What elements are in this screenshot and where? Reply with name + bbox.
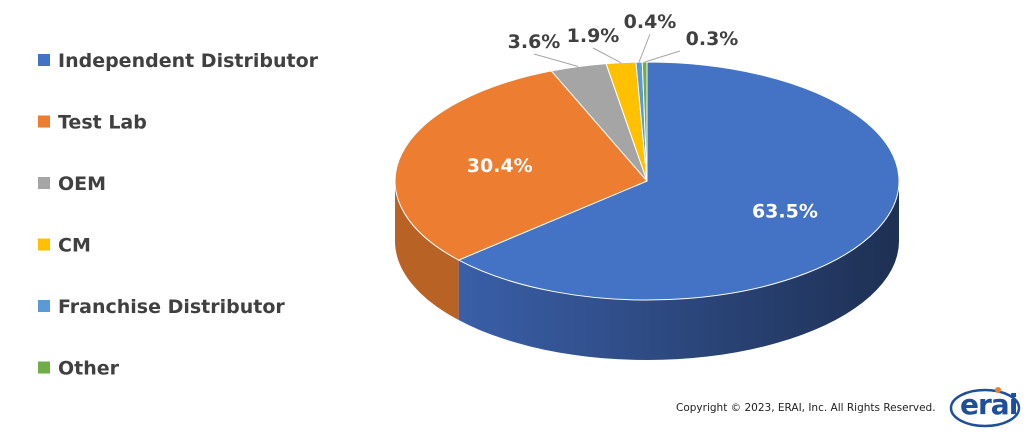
pie-slice [394,70,648,261]
legend-marker [38,238,50,251]
legend-label: Franchise Distributor [58,296,285,318]
leader-lines [533,33,681,67]
data-label: 0.3% [686,28,739,50]
legend-marker [38,300,50,312]
legend-label: CM [58,235,91,257]
pie-slice [641,61,648,182]
data-label: 30.4% [467,155,533,177]
legend: Independent Distributor Test Lab OEM CM Fran… [38,50,319,380]
copyright-text: Copyright © 2023, ERAI, Inc. All Rights … [676,402,936,414]
legend-marker [38,115,50,128]
legend-label: Other [58,358,120,380]
leader-line [533,53,579,67]
erai-logo-text: erai [960,388,1018,421]
leader-line [638,33,651,63]
slice-side [458,181,899,360]
data-labels: 63.5% 30.4% 3.6% 1.9%0.4% 0.3% [467,11,818,222]
erai-logo [949,387,1021,428]
data-label: 63.5% [752,200,818,222]
legend-marker [38,177,50,189]
legend-marker [38,54,50,66]
data-label: 1.9% [567,25,620,47]
leader-line [592,47,622,64]
data-label: 3.6% [508,31,561,53]
legend-label: Independent Distributor [58,50,319,72]
data-label: 0.4% [624,11,677,33]
legend-label: OEM [58,173,106,195]
pie-slice [457,61,900,301]
pie-slices [394,61,900,301]
slice-side [395,181,459,321]
pie-sides [395,181,899,360]
legend-marker [38,361,50,374]
leader-line [644,50,681,63]
legend-label: Test Lab [58,112,147,134]
